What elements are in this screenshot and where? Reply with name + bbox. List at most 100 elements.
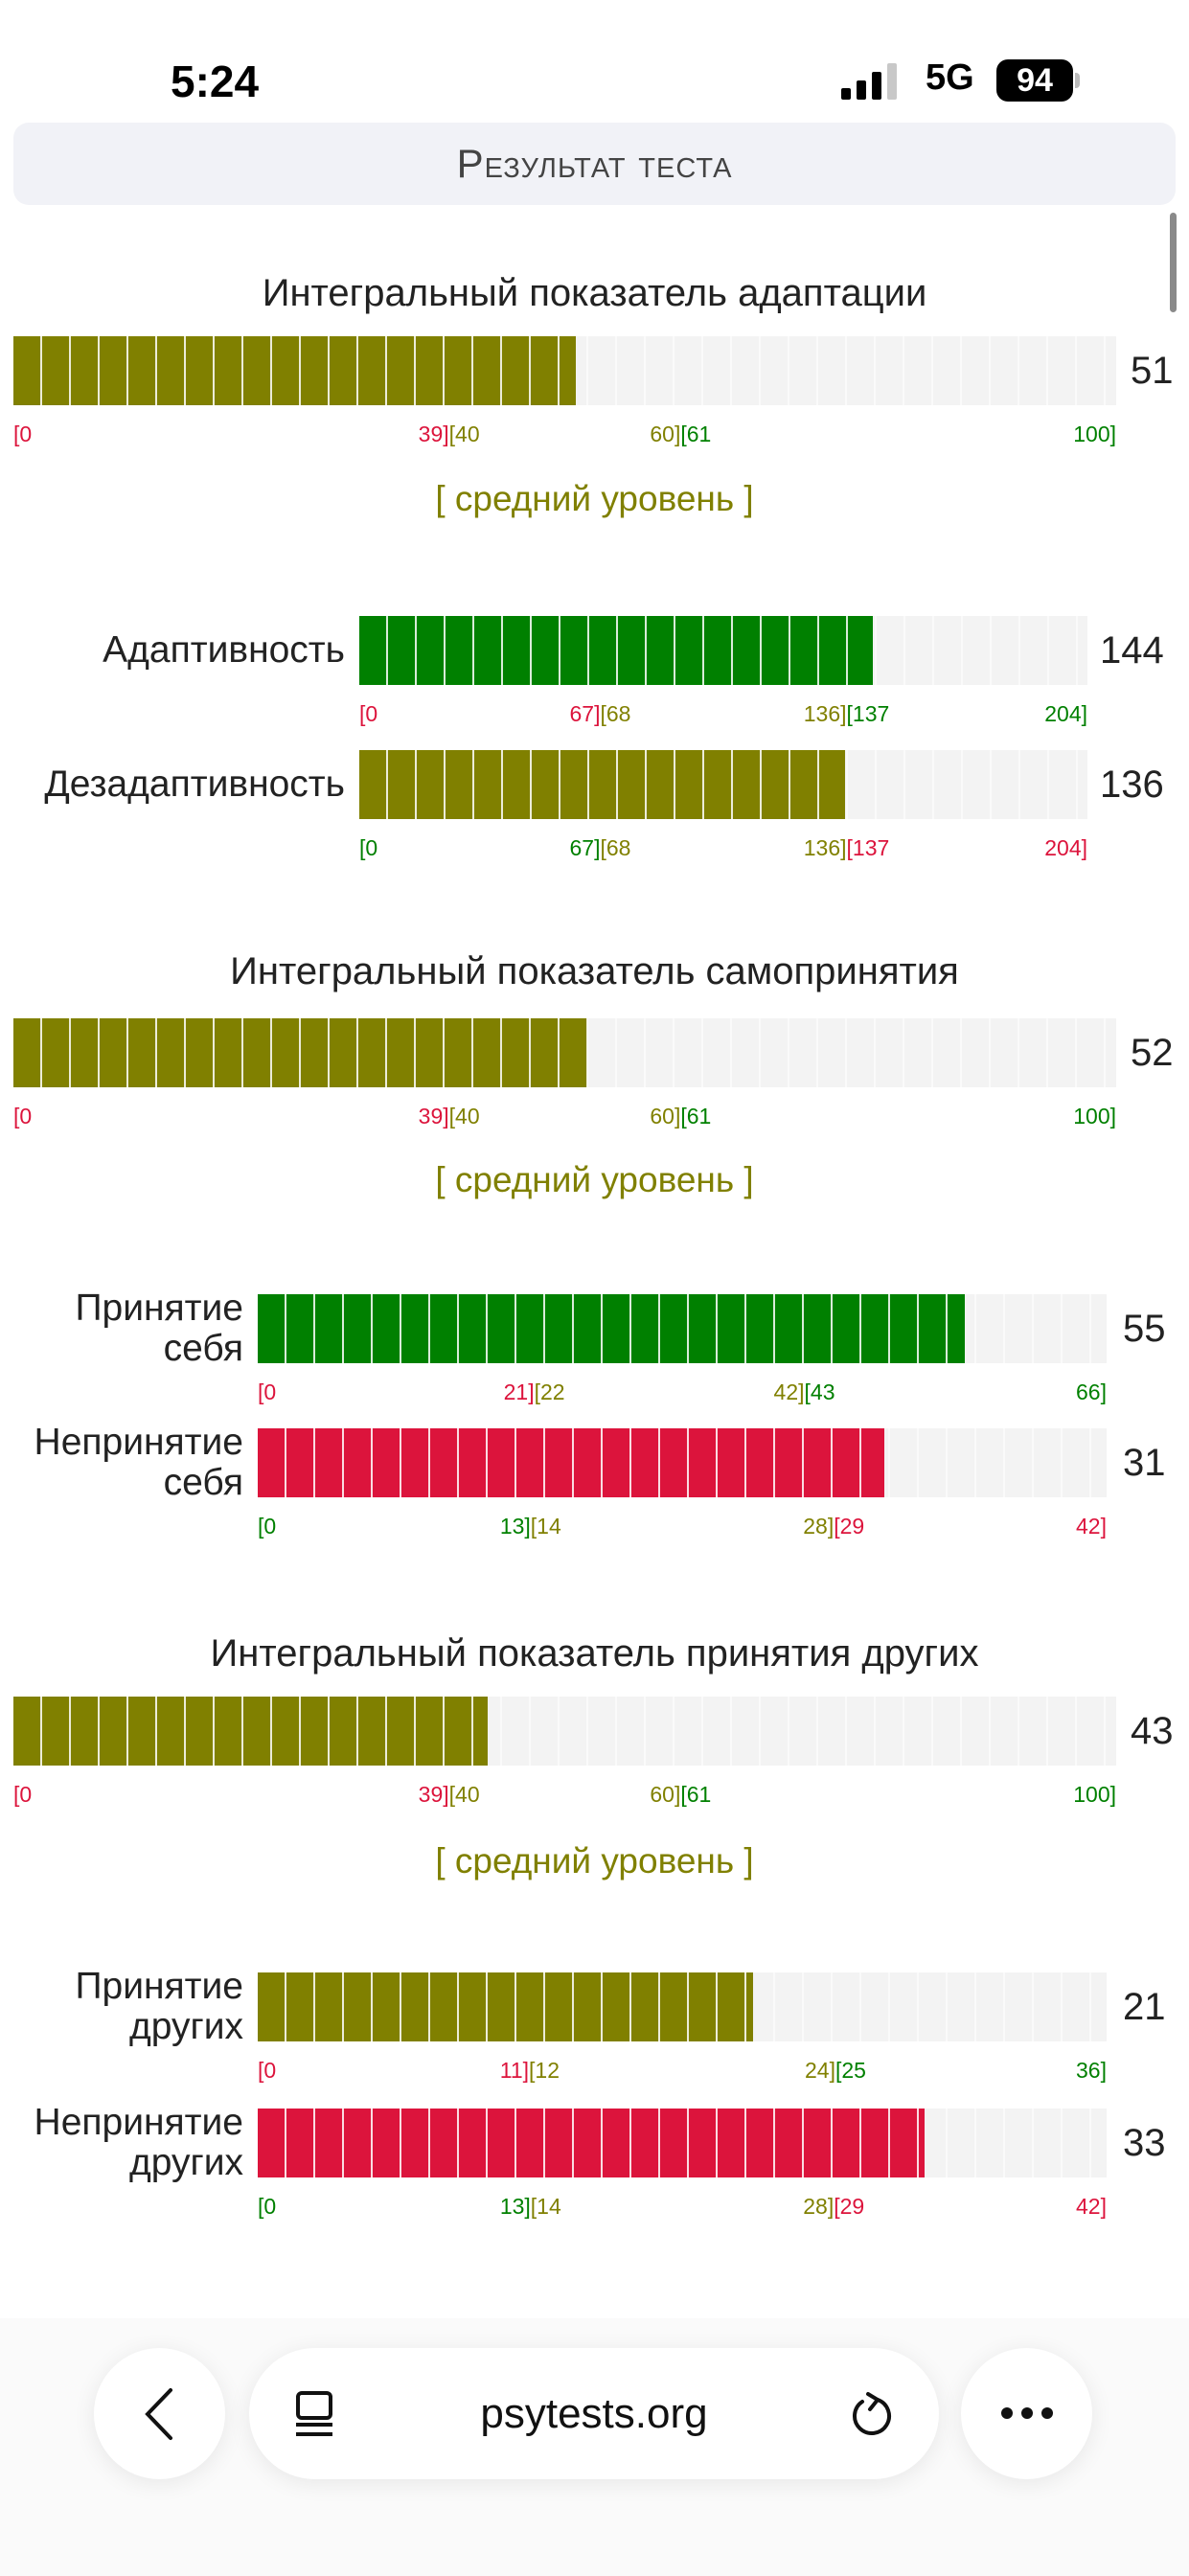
range-tick-label: [0 (13, 1104, 33, 1128)
range-ticks: [0 39] [40 60] [61 100] (13, 422, 1116, 450)
range-tick-label: 39] (418, 1104, 449, 1128)
score-bar-fill (258, 1972, 753, 2041)
range-tick-label: [0 (359, 835, 378, 860)
range-tick-label: 42] (773, 1379, 805, 1404)
range-tick-label: [29 (834, 2194, 865, 2219)
range-tick-label: 11] (499, 2058, 530, 2083)
score-bar (13, 336, 1116, 405)
section-title-others-acceptance: Интегральный показатель принятия других (210, 1632, 979, 1675)
range-tick-label: [0 (258, 2058, 277, 2083)
score-bar-fill (13, 1018, 587, 1087)
reload-icon[interactable] (849, 2390, 895, 2440)
level-others-acceptance: [ средний уровень ] (435, 1841, 754, 1881)
range-tick-label: [0 (13, 422, 33, 446)
level-self-acceptance: [ средний уровень ] (435, 1160, 754, 1199)
range-tick-label: [0 (258, 1514, 277, 1539)
range-tick-label: 42] (1076, 2194, 1107, 2219)
score-bar-fill (258, 1294, 966, 1363)
range-tick-label: [14 (530, 2194, 561, 2219)
bar-label-line: Непринятие (34, 1422, 243, 1463)
score-value: 51 (1131, 350, 1174, 392)
range-tick-label: [40 (448, 1104, 480, 1128)
range-tick-label: 28] (803, 2194, 835, 2219)
score-bar-fill (359, 750, 845, 819)
score-value: 55 (1123, 1308, 1166, 1350)
score-bar-fill (13, 336, 576, 405)
range-tick-label: 67] (569, 835, 601, 860)
cellular-signal-icon (841, 63, 897, 100)
range-tick-label: [68 (600, 701, 631, 726)
score-bar (258, 1428, 1107, 1497)
battery-tip (1075, 73, 1080, 88)
range-tick-label: 39] (418, 1782, 449, 1807)
score-bar-fill (359, 616, 874, 685)
range-ticks: [0 67] [68 136] [137 204] (359, 701, 1087, 730)
range-tick-label: 36] (1076, 2058, 1107, 2083)
range-tick-label: [43 (804, 1379, 835, 1404)
bar-label-line: себя (163, 1328, 243, 1369)
range-tick-label: 66] (1076, 1379, 1107, 1404)
range-tick-label: [61 (680, 1782, 712, 1807)
bar-label: Непринятие себя (0, 1423, 243, 1503)
score-value: 136 (1100, 764, 1164, 806)
ellipsis-icon (1001, 2407, 1053, 2419)
range-tick-label: 28] (803, 1514, 835, 1539)
range-ticks: [0 39] [40 60] [61 100] (13, 1104, 1116, 1132)
range-tick-label: [0 (258, 1379, 277, 1404)
range-tick-label: 67] (569, 701, 601, 726)
range-tick-label: [0 (13, 1782, 33, 1807)
range-tick-label: 204] (1044, 701, 1087, 726)
range-tick-label: [137 (846, 701, 890, 726)
range-tick-label: [0 (258, 2194, 277, 2219)
score-value: 144 (1100, 629, 1164, 672)
range-tick-label: [137 (846, 835, 890, 860)
bar-label-line: других (128, 2142, 243, 2183)
range-ticks: [0 39] [40 60] [61 100] (13, 1782, 1116, 1811)
address-bar[interactable]: psytests.org (249, 2348, 939, 2479)
range-tick-label: 136] (803, 701, 847, 726)
bar-label: Дезадаптивность (44, 764, 345, 805)
range-tick-label: 136] (803, 835, 847, 860)
range-tick-label: 13] (499, 1514, 531, 1539)
url-text[interactable]: psytests.org (480, 2390, 708, 2437)
range-tick-label: 24] (805, 2058, 835, 2083)
range-tick-label: [12 (529, 2058, 560, 2083)
range-tick-label: [61 (680, 422, 712, 446)
range-tick-label: [61 (680, 1104, 712, 1128)
range-tick-label: [29 (834, 1514, 865, 1539)
score-bar (258, 1294, 1107, 1363)
bar-label-line: Непринятие (34, 2102, 243, 2143)
range-ticks: [0 13] [14 28] [29 42] (258, 1514, 1107, 1542)
score-bar-fill (13, 1697, 488, 1766)
range-tick-label: 100] (1073, 1104, 1116, 1128)
reader-mode-icon[interactable] (293, 2390, 335, 2438)
level-adaptation: [ средний уровень ] (435, 479, 754, 518)
range-tick-label: [14 (530, 1514, 561, 1539)
range-ticks: [0 67] [68 136] [137 204] (359, 835, 1087, 864)
range-tick-label: 60] (650, 1104, 681, 1128)
bar-label: Принятие других (0, 1966, 244, 2047)
bar-label-line: Принятие (75, 1966, 244, 2007)
range-tick-label: 60] (650, 1782, 681, 1807)
more-options-button[interactable] (961, 2348, 1092, 2479)
bar-label: Непринятие других (0, 2103, 243, 2183)
score-bar (258, 2109, 1107, 2177)
range-tick-label: 60] (650, 422, 681, 446)
scrollbar[interactable] (1170, 213, 1177, 312)
range-ticks: [0 11] [12 24] [25 36] (258, 2058, 1107, 2086)
range-tick-label: 100] (1073, 1782, 1116, 1807)
score-value: 31 (1123, 1442, 1166, 1484)
battery-icon: 94 (996, 59, 1073, 102)
bar-label-line: других (128, 2006, 243, 2047)
score-bar (258, 1972, 1107, 2041)
bar-label-line: себя (163, 1462, 243, 1503)
range-tick-label: 100] (1073, 422, 1116, 446)
status-time: 5:24 (171, 57, 260, 106)
section-title-adaptation: Интегральный показатель адаптации (262, 272, 927, 314)
range-ticks: [0 13] [14 28] [29 42] (258, 2194, 1107, 2223)
range-ticks: [0 21] [22 42] [43 66] (258, 1379, 1107, 1408)
range-tick-label: [68 (600, 835, 631, 860)
range-tick-label: 204] (1044, 835, 1087, 860)
back-button[interactable] (94, 2348, 225, 2479)
bar-label: Адаптивность (103, 629, 345, 671)
